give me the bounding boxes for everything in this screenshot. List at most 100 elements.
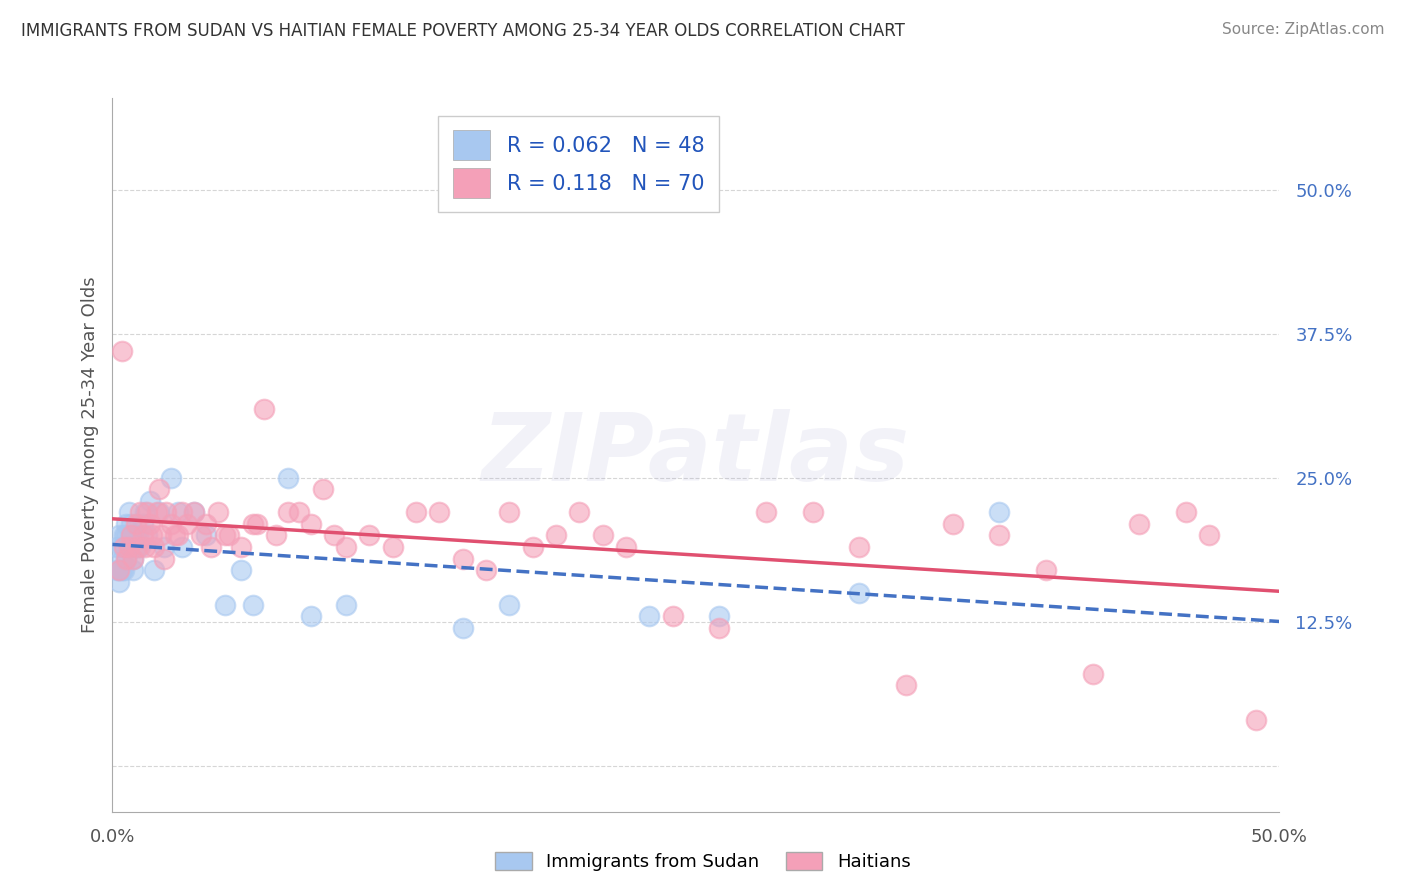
Point: [160, 516, 183, 531]
Point: [801, 506, 824, 520]
Point: [136, 506, 159, 520]
Point: [148, 506, 170, 520]
Point: [498, 598, 520, 612]
Point: [153, 540, 176, 554]
Point: [214, 528, 236, 542]
Point: [127, 528, 149, 542]
Point: [105, 540, 128, 554]
Point: [661, 609, 683, 624]
Point: [568, 506, 591, 520]
Point: [1035, 563, 1057, 577]
Point: [143, 540, 166, 554]
Point: [115, 551, 138, 566]
Point: [172, 540, 194, 554]
Point: [848, 540, 870, 554]
Point: [1175, 506, 1198, 520]
Point: [125, 516, 148, 531]
Point: [1198, 528, 1220, 542]
Point: [166, 528, 188, 542]
Point: [111, 551, 134, 566]
Point: [127, 540, 149, 554]
Point: [176, 516, 198, 531]
Point: [451, 551, 474, 566]
Point: [148, 483, 170, 497]
Point: [150, 528, 173, 542]
Point: [475, 563, 498, 577]
Point: [522, 540, 544, 554]
Legend: Immigrants from Sudan, Haitians: Immigrants from Sudan, Haitians: [488, 845, 918, 879]
Point: [118, 540, 141, 554]
Point: [143, 563, 166, 577]
Point: [311, 483, 333, 497]
Point: [115, 516, 138, 531]
Point: [264, 528, 287, 542]
Point: [276, 506, 298, 520]
Point: [125, 528, 148, 542]
Point: [122, 551, 145, 566]
Point: [105, 563, 128, 577]
Point: [120, 528, 142, 542]
Point: [112, 540, 135, 554]
Point: [118, 540, 141, 554]
Point: [638, 609, 661, 624]
Point: [988, 506, 1011, 520]
Point: [112, 563, 135, 577]
Point: [242, 516, 264, 531]
Point: [214, 598, 236, 612]
Point: [183, 506, 205, 520]
Point: [139, 494, 162, 508]
Point: [160, 471, 183, 485]
Point: [498, 506, 520, 520]
Point: [755, 506, 778, 520]
Point: [218, 528, 240, 542]
Point: [299, 609, 322, 624]
Point: [108, 563, 131, 577]
Point: [323, 528, 346, 542]
Point: [122, 563, 145, 577]
Point: [120, 516, 142, 531]
Point: [129, 506, 152, 520]
Point: [165, 528, 187, 542]
Point: [129, 540, 152, 554]
Point: [1244, 713, 1267, 727]
Point: [359, 528, 381, 542]
Point: [988, 528, 1011, 542]
Point: [709, 609, 731, 624]
Point: [190, 528, 212, 542]
Text: IMMIGRANTS FROM SUDAN VS HAITIAN FEMALE POVERTY AMONG 25-34 YEAR OLDS CORRELATIO: IMMIGRANTS FROM SUDAN VS HAITIAN FEMALE …: [21, 22, 905, 40]
Point: [207, 506, 229, 520]
Point: [253, 401, 276, 416]
Point: [125, 540, 148, 554]
Point: [200, 540, 222, 554]
Point: [111, 563, 134, 577]
Text: ZIPatlas: ZIPatlas: [482, 409, 910, 501]
Point: [166, 506, 188, 520]
Point: [112, 528, 135, 542]
Point: [405, 506, 427, 520]
Point: [111, 344, 134, 359]
Point: [112, 540, 135, 554]
Point: [141, 528, 163, 542]
Point: [132, 528, 155, 542]
Point: [299, 516, 322, 531]
Point: [709, 621, 731, 635]
Point: [848, 586, 870, 600]
Point: [242, 598, 264, 612]
Point: [335, 598, 357, 612]
Point: [229, 563, 252, 577]
Point: [122, 551, 145, 566]
Point: [139, 516, 162, 531]
Y-axis label: Female Poverty Among 25-34 Year Olds: Female Poverty Among 25-34 Year Olds: [80, 277, 98, 633]
Legend: R = 0.062   N = 48, R = 0.118   N = 70: R = 0.062 N = 48, R = 0.118 N = 70: [439, 116, 718, 212]
Point: [115, 551, 138, 566]
Point: [544, 528, 567, 542]
Point: [614, 540, 637, 554]
Point: [194, 516, 217, 531]
Point: [894, 678, 917, 692]
Point: [246, 516, 269, 531]
Point: [118, 506, 141, 520]
Point: [194, 528, 217, 542]
Point: [183, 506, 205, 520]
Point: [108, 563, 131, 577]
Point: [229, 540, 252, 554]
